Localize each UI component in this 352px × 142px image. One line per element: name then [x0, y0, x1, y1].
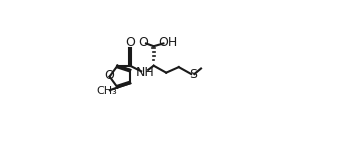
Text: CH₃: CH₃	[96, 86, 117, 96]
Text: O: O	[139, 36, 149, 49]
Text: NH: NH	[136, 66, 155, 79]
Text: OH: OH	[158, 36, 177, 49]
Text: O: O	[125, 36, 135, 49]
Text: S: S	[189, 68, 197, 81]
Text: O: O	[104, 69, 114, 82]
